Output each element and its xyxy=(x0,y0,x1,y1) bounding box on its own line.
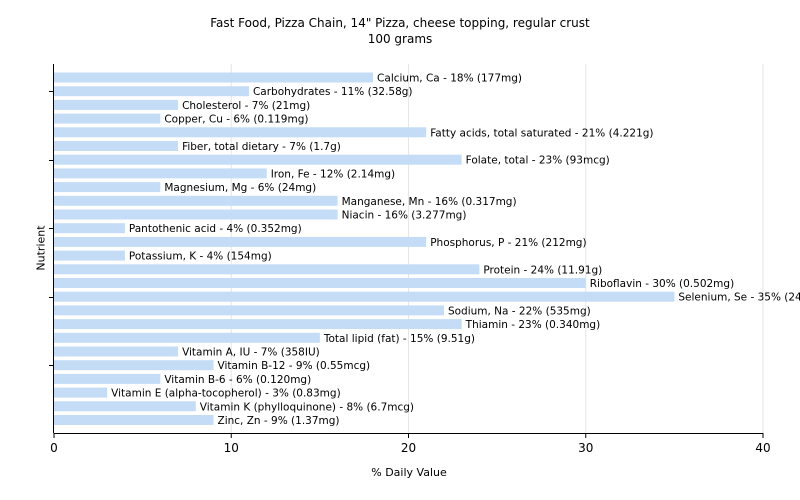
bar-label: Fiber, total dietary - 7% (1.7g) xyxy=(182,141,341,153)
bar xyxy=(54,401,196,412)
bar-label: Selenium, Se - 35% (24.5mcg) xyxy=(678,292,800,304)
bar-label: Potassium, K - 4% (154mg) xyxy=(129,251,272,263)
bar-label: Phosphorus, P - 21% (212mg) xyxy=(430,237,586,249)
bar xyxy=(54,113,161,124)
bar xyxy=(54,305,444,316)
bar xyxy=(54,250,125,261)
bar xyxy=(54,86,249,97)
bar xyxy=(54,195,338,206)
bar xyxy=(54,346,179,357)
bar-label: Fatty acids, total saturated - 21% (4.22… xyxy=(430,127,653,139)
x-tick-label: 30 xyxy=(578,441,593,455)
bar-label: Sodium, Na - 22% (535mg) xyxy=(448,305,591,317)
bar xyxy=(54,182,161,193)
bar-label: Pantothenic acid - 4% (0.352mg) xyxy=(129,223,302,235)
bar xyxy=(54,373,161,384)
bar-label: Carbohydrates - 11% (32.58g) xyxy=(253,86,413,98)
bar-label: Riboflavin - 30% (0.502mg) xyxy=(590,278,734,290)
x-axis-label: % Daily Value xyxy=(371,466,447,479)
chart-subtitle: 100 grams xyxy=(367,32,433,46)
bar xyxy=(54,319,462,330)
bar xyxy=(54,141,179,151)
bar xyxy=(54,154,462,165)
bar-label: Total lipid (fat) - 15% (9.51g) xyxy=(323,333,475,345)
bar xyxy=(54,99,179,110)
bar xyxy=(54,127,427,138)
bar-label: Calcium, Ca - 18% (177mg) xyxy=(377,73,522,85)
bar-label: Folate, total - 23% (93mcg) xyxy=(466,155,610,167)
bar xyxy=(54,236,427,247)
bar xyxy=(54,415,214,425)
bar xyxy=(54,278,586,288)
bar xyxy=(54,168,267,179)
bar-label: Magnesium, Mg - 6% (24mg) xyxy=(164,182,316,194)
x-tick-label: 0 xyxy=(50,441,58,455)
bar-label: Iron, Fe - 12% (2.14mg) xyxy=(271,168,395,180)
bar-label: Vitamin A, IU - 7% (358IU) xyxy=(182,347,320,359)
x-tick-label: 40 xyxy=(755,441,770,455)
bar xyxy=(54,223,125,234)
chart-title: Fast Food, Pizza Chain, 14" Pizza, chees… xyxy=(210,16,590,30)
bar xyxy=(54,332,320,343)
bar-label: Protein - 24% (11.91g) xyxy=(483,264,602,276)
bar xyxy=(54,209,338,220)
bar-label: Zinc, Zn - 9% (1.37mg) xyxy=(218,415,340,427)
x-tick-label: 10 xyxy=(224,441,239,455)
bar-label: Copper, Cu - 6% (0.119mg) xyxy=(164,114,308,126)
bar-label: Thiamin - 23% (0.340mg) xyxy=(465,319,601,331)
bar xyxy=(54,291,675,302)
bar xyxy=(54,264,480,275)
bar-label: Vitamin B-12 - 9% (0.55mcg) xyxy=(218,360,371,372)
x-tick-label: 20 xyxy=(401,441,416,455)
bar-label: Cholesterol - 7% (21mg) xyxy=(182,100,310,112)
bar-label: Niacin - 16% (3.277mg) xyxy=(342,210,467,222)
bar xyxy=(54,72,374,83)
bar xyxy=(54,360,214,371)
y-axis-label: Nutrient xyxy=(34,225,48,271)
bar-label: Vitamin B-6 - 6% (0.120mg) xyxy=(164,374,311,386)
bar-label: Manganese, Mn - 16% (0.317mg) xyxy=(342,196,517,208)
bar-label: Vitamin K (phylloquinone) - 8% (6.7mcg) xyxy=(200,401,414,413)
bar-label: Vitamin E (alpha-tocopherol) - 3% (0.83m… xyxy=(111,388,340,400)
bar xyxy=(54,387,108,398)
